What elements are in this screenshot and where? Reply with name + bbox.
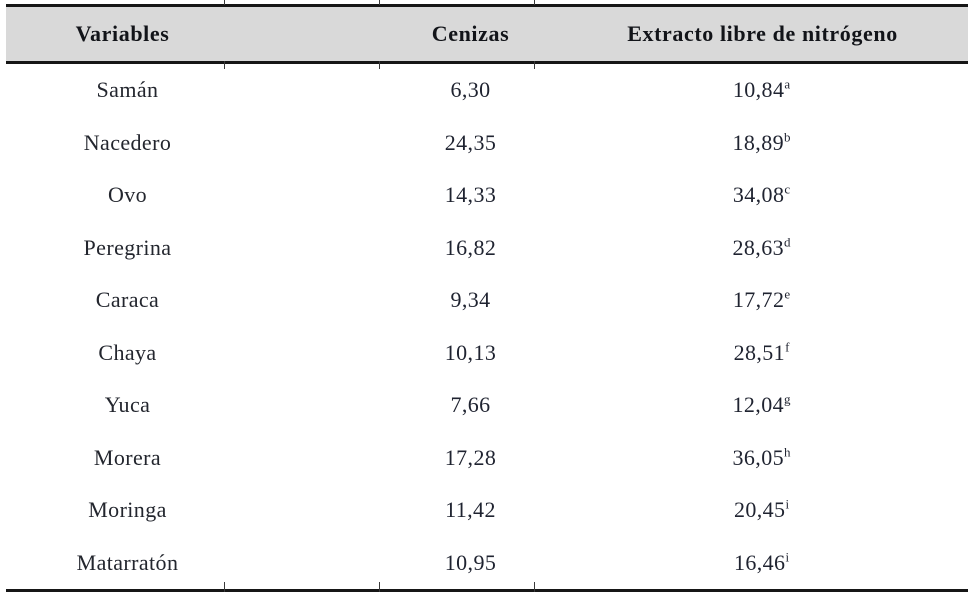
header-bottom-rule <box>6 61 968 64</box>
table-row: Moringa 11,42 20,45i <box>6 484 968 537</box>
table-row: Nacedero 24,35 18,89b <box>6 117 968 170</box>
table-row: Ovo 14,33 34,08c <box>6 169 968 222</box>
cell-cenizas: 11,42 <box>445 497 496 523</box>
cell-variable: Chaya <box>98 339 157 365</box>
cell-cenizas: 17,28 <box>444 444 497 470</box>
table-row: Matarratón 10,95 16,46i <box>6 537 968 590</box>
table-row: Yuca 7,66 12,04g <box>6 379 968 432</box>
cell-extracto-value: 12,04 <box>732 392 784 418</box>
header-variables: Variables <box>75 21 170 46</box>
cell-cenizas: 10,13 <box>444 339 497 365</box>
cell-extracto: 17,72e <box>535 287 968 313</box>
cell-cenizas: 10,95 <box>444 549 497 575</box>
cell-extracto-superscript: i <box>785 496 790 512</box>
cell-cenizas: 16,82 <box>444 234 497 260</box>
table-row: Chaya 10,13 28,51f <box>6 327 968 380</box>
cell-extracto: 28,63d <box>535 235 968 261</box>
cell-variable: Morera <box>93 444 162 470</box>
cell-extracto-value: 20,45 <box>733 497 786 523</box>
cell-extracto-value: 28,51 <box>733 339 786 365</box>
cell-extracto: 16,46i <box>535 550 968 576</box>
cell-variable: Caraca <box>95 287 160 313</box>
cell-variable: Yuca <box>104 392 151 418</box>
column-divider-tick <box>534 0 535 5</box>
cell-extracto-value: 16,46 <box>733 549 786 575</box>
cell-extracto-superscript: d <box>784 234 791 250</box>
cell-cenizas: 14,33 <box>444 182 497 208</box>
table-row: Samán 6,30 10,84a <box>6 64 968 117</box>
cell-variable: Matarratón <box>76 549 179 575</box>
cell-extracto-superscript: b <box>784 129 791 145</box>
cell-variable: Nacedero <box>83 129 172 155</box>
column-divider-tick <box>224 582 225 592</box>
cell-extracto: 34,08c <box>535 182 968 208</box>
header-cenizas: Cenizas <box>431 21 510 46</box>
table-row: Peregrina 16,82 28,63d <box>6 222 968 275</box>
cell-extracto: 10,84a <box>535 77 968 103</box>
cell-extracto-superscript: i <box>785 549 790 565</box>
column-divider-tick <box>224 57 225 69</box>
cell-extracto-superscript: e <box>784 286 791 302</box>
cell-extracto-value: 34,08 <box>732 182 785 208</box>
cell-extracto: 18,89b <box>535 130 968 156</box>
cell-cenizas: 9,34 <box>450 287 491 313</box>
cell-extracto-superscript: g <box>784 391 791 407</box>
column-divider-tick <box>379 582 380 592</box>
cell-variable: Moringa <box>88 497 167 523</box>
cell-cenizas: 6,30 <box>450 77 491 103</box>
cell-extracto: 28,51f <box>535 340 968 366</box>
header-extracto: Extracto libre de nitrógeno <box>627 21 898 46</box>
column-divider-tick <box>379 0 380 5</box>
column-divider-tick <box>534 582 535 592</box>
cell-extracto-value: 36,05 <box>732 444 784 470</box>
cell-variable: Samán <box>96 77 159 103</box>
cell-cenizas: 24,35 <box>444 129 497 155</box>
cell-extracto-value: 10,84 <box>732 77 785 103</box>
column-divider-tick <box>534 57 535 69</box>
table-bottom-rule <box>6 589 968 592</box>
cell-extracto: 20,45i <box>535 497 968 523</box>
table-body: Samán 6,30 10,84a Nacedero 24,35 18,89b … <box>6 64 968 589</box>
cell-variable: Ovo <box>107 182 148 208</box>
table-row: Caraca 9,34 17,72e <box>6 274 968 327</box>
cell-cenizas: 7,66 <box>450 392 491 418</box>
cell-extracto: 36,05h <box>535 445 968 471</box>
cell-variable: Peregrina <box>83 234 172 260</box>
cell-extracto: 12,04g <box>535 392 968 418</box>
table-header-row: Variables Cenizas Extracto libre de nitr… <box>6 7 968 61</box>
cell-extracto-value: 17,72 <box>732 287 785 313</box>
column-divider-tick <box>379 57 380 69</box>
cell-extracto-superscript: c <box>784 181 791 197</box>
table-row: Morera 17,28 36,05h <box>6 432 968 485</box>
column-divider-tick <box>224 0 225 5</box>
cell-extracto-superscript: h <box>784 444 791 460</box>
table-top-rule <box>6 4 968 7</box>
cell-extracto-value: 18,89 <box>732 129 784 155</box>
cell-extracto-superscript: a <box>784 76 791 92</box>
cell-extracto-superscript: f <box>785 339 790 355</box>
cell-extracto-value: 28,63 <box>732 234 784 260</box>
